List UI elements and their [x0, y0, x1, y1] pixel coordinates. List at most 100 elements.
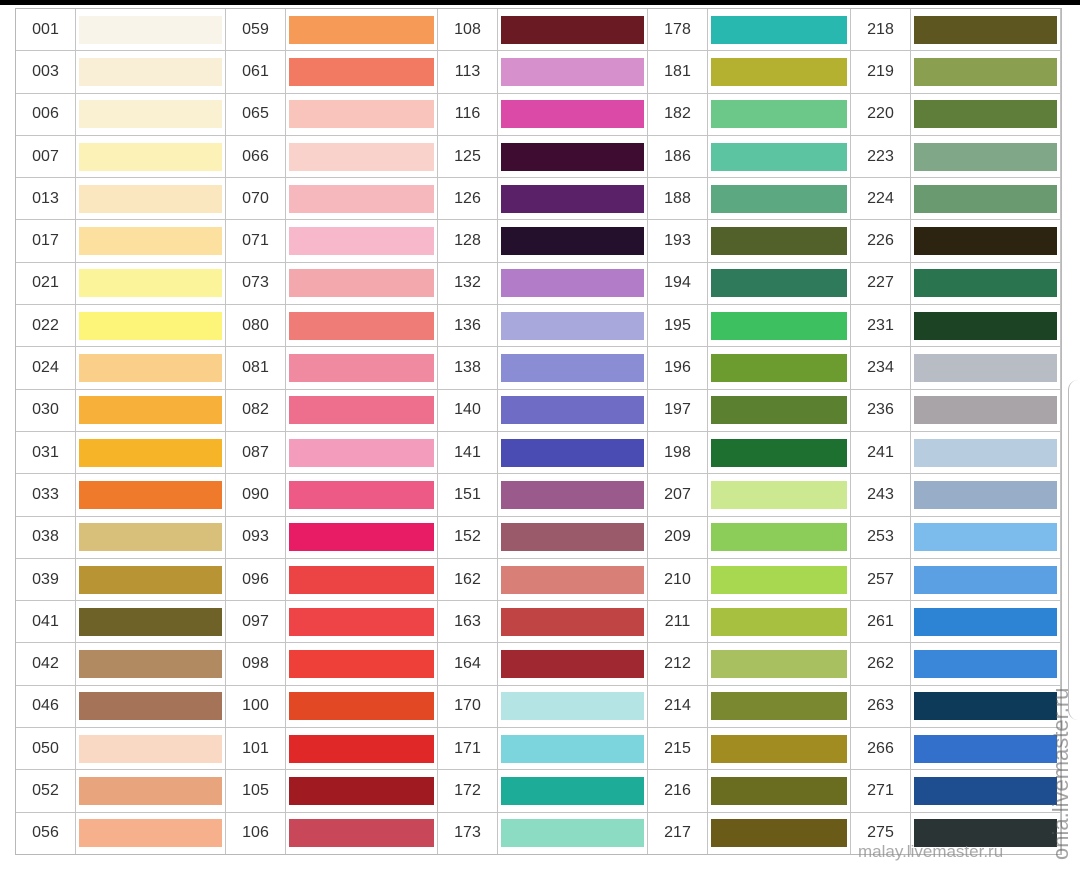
color-code: 198: [648, 431, 708, 474]
color-code: 193: [648, 220, 708, 262]
color-swatch: [501, 184, 644, 213]
color-swatch: [711, 607, 847, 636]
color-swatch: [79, 607, 222, 636]
color-swatch: [501, 650, 644, 679]
color-swatch: [914, 227, 1057, 256]
color-swatch: [289, 607, 434, 636]
color-row: 132: [438, 262, 648, 306]
swatch-cell: [911, 347, 1061, 389]
color-row: 212: [648, 643, 851, 686]
color-swatch: [914, 565, 1057, 594]
color-code: 046: [16, 685, 76, 728]
color-swatch: [501, 57, 644, 86]
color-swatch: [711, 100, 847, 129]
color-column: 059 061 065 066 070 071 073 080 081 082 087 090 093 0…: [226, 9, 438, 854]
color-code: 171: [438, 728, 498, 770]
color-code: 261: [851, 601, 911, 643]
color-row: 106: [226, 812, 438, 854]
color-code: 266: [851, 728, 911, 770]
swatch-cell: [911, 220, 1061, 262]
color-row: 033: [16, 474, 226, 517]
color-code: 241: [851, 431, 911, 474]
color-swatch: [711, 142, 847, 171]
color-row: 100: [226, 685, 438, 729]
color-row: 024: [16, 347, 226, 390]
color-code: 080: [226, 305, 286, 347]
color-chart-table: 001 003 006 007 013 017 021 022 024 030 031 033 038 0…: [15, 8, 1062, 855]
color-row: 097: [226, 601, 438, 644]
color-code: 263: [851, 685, 911, 728]
swatch-cell: [76, 135, 226, 178]
swatch-cell: [708, 812, 851, 854]
swatch-cell: [708, 558, 851, 601]
color-swatch: [711, 184, 847, 213]
swatch-cell: [76, 93, 226, 135]
color-code: 253: [851, 516, 911, 558]
color-column: 001 003 006 007 013 017 021 022 024 030 031 033 038 0…: [16, 9, 226, 854]
color-swatch: [289, 227, 434, 256]
color-code: 186: [648, 135, 708, 178]
swatch-cell: [911, 93, 1061, 135]
color-code: 013: [16, 178, 76, 220]
swatch-cell: [76, 305, 226, 347]
color-code: 038: [16, 516, 76, 558]
color-swatch: [501, 15, 644, 44]
color-code: 096: [226, 558, 286, 601]
swatch-cell: [911, 178, 1061, 220]
swatch-cell: [911, 728, 1061, 770]
color-row: 227: [851, 262, 1061, 306]
color-swatch: [711, 650, 847, 679]
color-swatch: [711, 15, 847, 44]
color-row: 046: [16, 685, 226, 729]
swatch-cell: [286, 431, 438, 474]
swatch-cell: [708, 516, 851, 558]
color-code: 182: [648, 93, 708, 135]
swatch-cell: [76, 812, 226, 854]
color-code: 101: [226, 728, 286, 770]
color-row: 039: [16, 558, 226, 602]
color-row: 087: [226, 431, 438, 475]
swatch-cell: [708, 474, 851, 516]
color-code: 152: [438, 516, 498, 558]
color-row: 197: [648, 389, 851, 432]
swatch-cell: [286, 601, 438, 643]
color-swatch: [711, 438, 847, 467]
color-swatch: [79, 100, 222, 129]
swatch-cell: [911, 601, 1061, 643]
color-row: 209: [648, 516, 851, 559]
color-row: 128: [438, 220, 648, 263]
color-row: 186: [648, 135, 851, 179]
swatch-cell: [498, 178, 648, 220]
swatch-cell: [286, 93, 438, 135]
color-code: 210: [648, 558, 708, 601]
color-code: 041: [16, 601, 76, 643]
color-row: 162: [438, 558, 648, 602]
swatch-cell: [286, 178, 438, 220]
color-code: 007: [16, 135, 76, 178]
color-row: 080: [226, 305, 438, 348]
swatch-cell: [708, 178, 851, 220]
color-code: 021: [16, 262, 76, 305]
color-code: 031: [16, 431, 76, 474]
color-code: 098: [226, 643, 286, 685]
color-swatch: [79, 184, 222, 213]
swatch-cell: [498, 93, 648, 135]
color-row: 224: [851, 178, 1061, 221]
color-swatch: [79, 819, 222, 848]
color-code: 217: [648, 812, 708, 854]
color-swatch: [289, 776, 434, 805]
color-code: 052: [16, 770, 76, 812]
color-row: 013: [16, 178, 226, 221]
color-swatch: [914, 734, 1057, 763]
swatch-cell: [708, 305, 851, 347]
swatch-cell: [286, 685, 438, 728]
color-code: 214: [648, 685, 708, 728]
color-swatch: [79, 15, 222, 44]
swatch-cell: [708, 347, 851, 389]
color-row: 217: [648, 812, 851, 854]
color-row: 070: [226, 178, 438, 221]
color-code: 050: [16, 728, 76, 770]
color-code: 081: [226, 347, 286, 389]
color-code: 231: [851, 305, 911, 347]
color-row: 082: [226, 389, 438, 432]
